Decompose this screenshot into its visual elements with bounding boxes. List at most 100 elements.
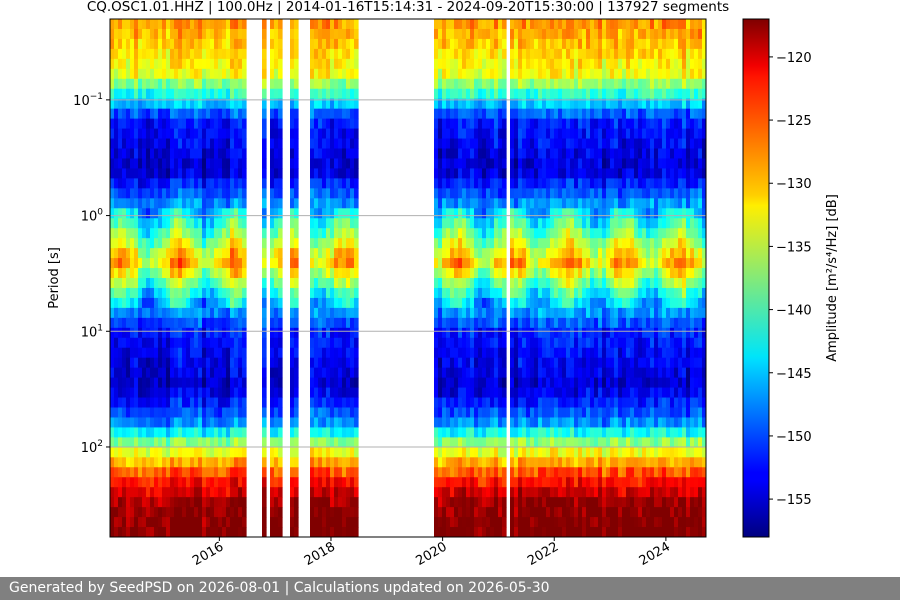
heatmap-cell <box>322 78 327 90</box>
heatmap-cell <box>590 138 595 150</box>
heatmap-cell <box>242 377 247 389</box>
heatmap-cell <box>242 248 247 259</box>
heatmap-cell <box>294 377 299 389</box>
heatmap-cell <box>606 437 611 448</box>
heatmap-cell <box>502 527 507 537</box>
heatmap-cell <box>558 198 563 209</box>
heatmap-cell <box>314 427 319 438</box>
heatmap-cell <box>570 527 575 537</box>
heatmap-cell <box>574 148 579 160</box>
heatmap-cell <box>214 287 219 299</box>
heatmap-cell <box>438 317 443 329</box>
heatmap-cell <box>146 68 151 80</box>
heatmap-cell <box>166 188 171 199</box>
heatmap-cell <box>434 347 439 359</box>
heatmap-cell <box>110 148 115 160</box>
heatmap-cell <box>590 48 595 60</box>
heatmap-cell <box>342 238 347 249</box>
heatmap-cell <box>450 98 455 110</box>
heatmap-cell <box>330 168 335 179</box>
heatmap-cell <box>434 297 439 309</box>
heatmap-cell <box>538 417 543 429</box>
heatmap-cell <box>342 367 347 379</box>
heatmap-cell <box>602 397 607 409</box>
heatmap-cell <box>222 397 227 409</box>
heatmap-cell <box>162 138 167 150</box>
heatmap-cell <box>162 307 167 319</box>
heatmap-cell <box>462 238 467 249</box>
heatmap-cell <box>578 248 583 259</box>
heatmap-cell <box>550 38 555 50</box>
heatmap-cell <box>326 507 331 518</box>
heatmap-cell <box>138 287 143 299</box>
heatmap-cell <box>438 457 443 468</box>
heatmap-cell <box>554 78 559 90</box>
heatmap-cell <box>558 507 563 518</box>
heatmap-cell <box>454 457 459 468</box>
heatmap-cell <box>214 19 219 30</box>
heatmap-cell <box>438 248 443 259</box>
heatmap-cell <box>206 48 211 60</box>
heatmap-cell <box>458 287 463 299</box>
heatmap-cell <box>442 347 447 359</box>
heatmap-cell <box>518 497 523 508</box>
heatmap-cell <box>162 357 167 369</box>
heatmap-cell <box>546 297 551 309</box>
heatmap-cell <box>290 78 295 90</box>
heatmap-cell <box>610 148 615 160</box>
heatmap-cell <box>546 228 551 239</box>
heatmap-cell <box>154 108 159 120</box>
heatmap-cell <box>198 138 203 150</box>
heatmap-cell <box>578 297 583 309</box>
heatmap-cell <box>154 407 159 419</box>
heatmap-cell <box>526 88 531 100</box>
heatmap-cell <box>294 268 299 279</box>
heatmap-cell <box>126 19 131 30</box>
heatmap-cell <box>538 88 543 100</box>
heatmap-cell <box>318 118 323 130</box>
heatmap-cell <box>566 38 571 50</box>
heatmap-cell <box>550 437 555 448</box>
heatmap-cell <box>234 517 239 528</box>
heatmap-cell <box>474 297 479 309</box>
heatmap-cell <box>334 198 339 209</box>
heatmap-cell <box>566 497 571 508</box>
heatmap-cell <box>334 527 339 537</box>
heatmap-cell <box>118 487 123 498</box>
heatmap-cell <box>126 367 131 379</box>
heatmap-cell <box>530 347 535 359</box>
heatmap-cell <box>562 118 567 130</box>
heatmap-cell <box>514 258 519 269</box>
heatmap-cell <box>450 208 455 219</box>
heatmap-cell <box>510 297 515 309</box>
heatmap-cell <box>490 447 495 458</box>
heatmap-cell <box>522 297 527 309</box>
heatmap-cell <box>290 98 295 110</box>
heatmap-cell <box>198 307 203 319</box>
heatmap-cell <box>434 188 439 199</box>
heatmap-cell <box>326 387 331 399</box>
heatmap-cell <box>542 248 547 259</box>
heatmap-cell <box>206 218 211 229</box>
heatmap-cell <box>342 248 347 259</box>
heatmap-cell <box>354 268 359 279</box>
heatmap-cell <box>290 287 295 299</box>
heatmap-cell <box>290 128 295 140</box>
heatmap-cell <box>142 38 147 50</box>
heatmap-cell <box>450 168 455 179</box>
heatmap-cell <box>570 397 575 409</box>
heatmap-cell <box>606 228 611 239</box>
heatmap-cell <box>262 437 267 448</box>
heatmap-cell <box>314 467 319 478</box>
heatmap-cell <box>586 397 591 409</box>
heatmap-cell <box>482 297 487 309</box>
heatmap-cell <box>142 88 147 100</box>
heatmap-cell <box>466 238 471 249</box>
heatmap-cell <box>194 407 199 419</box>
heatmap-cell <box>126 447 131 458</box>
heatmap-cell <box>570 317 575 329</box>
heatmap-cell <box>270 317 275 329</box>
heatmap-cell <box>158 208 163 219</box>
heatmap-cell <box>346 78 351 90</box>
heatmap-cell <box>278 168 283 179</box>
